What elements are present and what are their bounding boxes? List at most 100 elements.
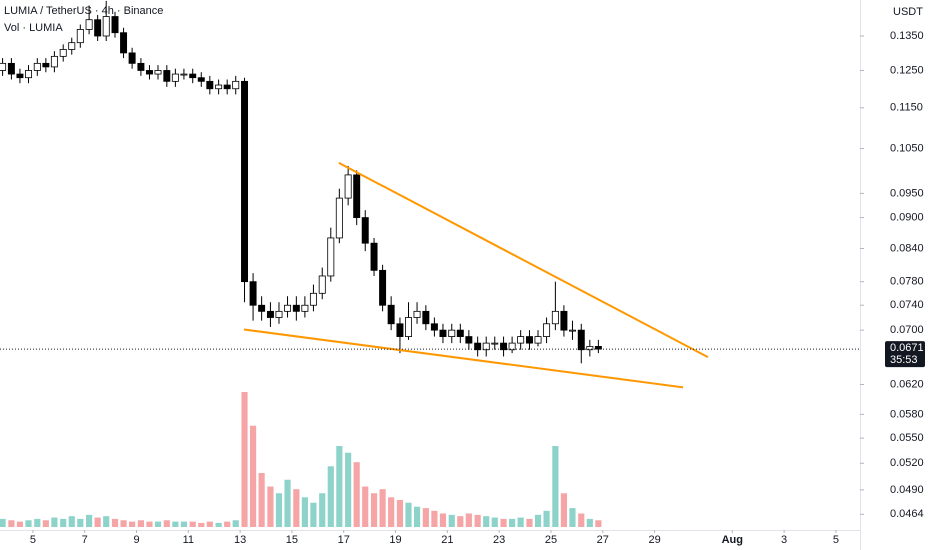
volume-bar	[370, 493, 378, 527]
candle-body	[163, 70, 171, 82]
volume-bar	[362, 486, 369, 527]
trendline	[338, 161, 709, 359]
volume-bar	[180, 521, 187, 527]
x-tick-label: 15	[286, 534, 298, 546]
volume-bar	[474, 514, 481, 527]
last-price-box	[885, 341, 925, 368]
y-tick-label: 0.0780	[890, 276, 924, 288]
candle-body	[318, 275, 326, 294]
candle-body	[344, 174, 352, 199]
volume-bar	[206, 521, 213, 527]
volume-bar	[439, 513, 447, 527]
candle-body	[7, 62, 15, 75]
volume-bar	[60, 518, 67, 527]
volume-bar	[457, 516, 464, 527]
candle-body	[206, 80, 214, 90]
candle-body	[50, 55, 58, 68]
candle-body	[439, 329, 447, 337]
volume-bar	[51, 517, 58, 527]
candle-body	[396, 323, 404, 337]
x-tick-label: 5	[30, 534, 36, 546]
candle-body	[292, 304, 300, 312]
volume-bar	[163, 520, 170, 527]
x-tick-label: 7	[82, 534, 88, 546]
candle-body	[448, 329, 456, 337]
volume-bar	[431, 510, 438, 527]
candle-body	[491, 342, 499, 345]
x-tick-label: 23	[493, 534, 505, 546]
volume-bar	[172, 521, 179, 527]
volume-bar	[534, 514, 542, 527]
volume-bar	[336, 446, 343, 527]
volume-bar	[241, 392, 248, 527]
candle-body	[137, 62, 145, 71]
volume-bar	[491, 517, 498, 527]
candle-body	[241, 80, 249, 283]
volume-bar	[215, 522, 222, 527]
candle-body	[249, 281, 257, 306]
candle-body	[577, 329, 585, 351]
x-tick-label: 29	[648, 534, 660, 546]
candle-body	[370, 242, 378, 271]
y-tick-label: 0.1050	[890, 142, 924, 154]
candle-body	[85, 19, 93, 30]
volume-bar	[509, 518, 516, 527]
volume-bar	[301, 497, 308, 527]
candle-body	[525, 336, 533, 344]
candle-body	[586, 346, 594, 351]
y-tick-label: 0.1250	[890, 64, 924, 76]
volume-bar	[154, 521, 162, 527]
y-tick-label: 0.0550	[890, 432, 924, 444]
candle-body	[335, 197, 343, 239]
candle-body	[25, 70, 32, 79]
x-tick-label: 27	[597, 534, 609, 546]
y-tick-label: 0.0620	[890, 378, 924, 390]
volume-bar	[560, 493, 568, 527]
candle-body	[42, 62, 50, 68]
candle-body	[568, 329, 576, 332]
volume-bar	[111, 518, 119, 527]
x-tick-label: 19	[389, 534, 401, 546]
candle-body	[405, 317, 412, 337]
candle-body	[0, 62, 7, 71]
candle-body	[309, 292, 317, 306]
candle-body	[413, 310, 421, 318]
volume-bar	[319, 493, 326, 527]
y-tick-label: 0.0740	[890, 299, 924, 311]
volume-bar	[42, 520, 49, 527]
volume-bar	[293, 489, 300, 527]
candle-body	[327, 237, 335, 277]
volume-bar	[353, 462, 360, 527]
volume-bar	[388, 497, 395, 527]
last-price-label: 0.0671	[890, 342, 924, 354]
volume-bar	[500, 518, 507, 527]
volume-bar	[586, 518, 593, 527]
candle-body	[534, 336, 542, 344]
volume-bar	[275, 493, 283, 527]
candle-body	[180, 73, 188, 76]
candle-body	[102, 16, 110, 37]
volume-bar	[465, 513, 472, 527]
candle-body	[128, 52, 136, 64]
y-tick-label: 0.0840	[890, 242, 924, 254]
volume-bar	[137, 520, 144, 527]
y-tick-label: 0.0520	[890, 457, 924, 469]
candle-body	[301, 304, 309, 312]
candle-body	[59, 49, 67, 57]
candle-body	[560, 310, 568, 331]
volume-bar	[0, 518, 6, 527]
x-tick-label: 17	[338, 534, 350, 546]
candle-body	[266, 310, 274, 318]
volume-bar	[189, 521, 196, 527]
candle-body	[430, 323, 438, 331]
volume-bar	[25, 520, 32, 527]
candle-body	[111, 16, 119, 34]
candle-body	[543, 323, 551, 337]
candle-body	[500, 342, 508, 351]
volume-label: Vol · LUMIA	[4, 22, 63, 34]
volume-bar	[422, 508, 429, 527]
y-tick-label: 0.0580	[890, 408, 924, 420]
y-tick-label: 0.0464	[890, 508, 924, 520]
candle-body	[171, 73, 179, 82]
